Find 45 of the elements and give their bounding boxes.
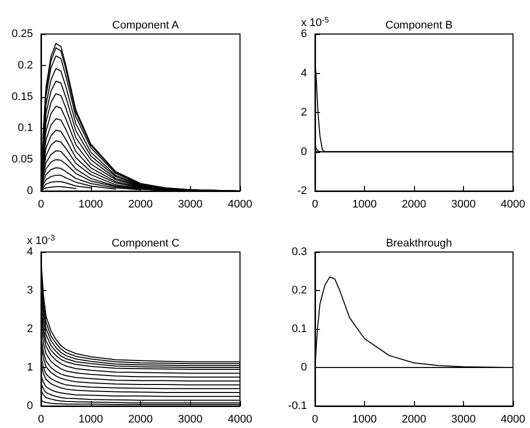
y-tick-label: 0.1 [18,122,33,134]
chart-title: Component B [385,20,453,32]
y-tick-label: 0.05 [12,154,33,166]
x-tick-label: 4000 [228,198,252,210]
x-tick-label: 4000 [228,414,252,426]
chart-title: Component A [112,20,180,32]
x-tick-label: 2000 [402,198,426,210]
x-tick-label: 1000 [352,414,377,426]
y-tick-label: 0.2 [18,59,33,72]
y-tick-label: 0.2 [292,284,307,296]
x-tick-label: 4000 [500,414,526,426]
y-tick-label: 0.3 [292,246,307,258]
y-tick-label: 2 [26,323,33,335]
y-tick-label: 0 [26,400,33,412]
x-tick-label: 0 [312,198,318,210]
y-tick-label: 2 [300,106,307,118]
y-tick-label: -0.1 [288,400,307,412]
y-tick-label: 0.25 [12,28,33,40]
x-tick-label: 2000 [128,198,153,210]
chart-title: Component C [112,238,180,250]
y-tick-label: 0.1 [292,323,307,335]
x-tick-label: 0 [38,414,44,426]
x-tick-label: 2000 [128,414,153,426]
y-tick-label: 1 [26,362,33,374]
x-tick-label: 3000 [178,414,202,426]
y-tick-label: 4 [26,246,33,258]
x-tick-label: 2000 [402,414,426,426]
x-tick-label: 0 [38,198,44,210]
x-tick-label: 3000 [178,198,202,210]
y-tick-label: 6 [300,28,307,40]
y-tick-label: 3 [26,284,33,296]
y-tick-label: -2 [297,185,307,197]
y-tick-label: 0 [26,185,33,197]
y-tick-label: 0 [300,146,307,158]
y-tick-label: 0 [300,362,307,374]
x-tick-label: 1000 [78,198,103,210]
y-tick-label: 4 [300,67,307,80]
x-tick-label: 1000 [78,414,103,426]
chart-title: Breakthrough [386,238,452,250]
x-tick-label: 0 [312,414,318,426]
x-tick-label: 3000 [451,198,476,210]
x-tick-label: 4000 [500,198,526,210]
x-tick-label: 3000 [451,414,476,426]
x-tick-label: 1000 [352,198,377,210]
y-tick-label: 0.15 [12,90,33,103]
